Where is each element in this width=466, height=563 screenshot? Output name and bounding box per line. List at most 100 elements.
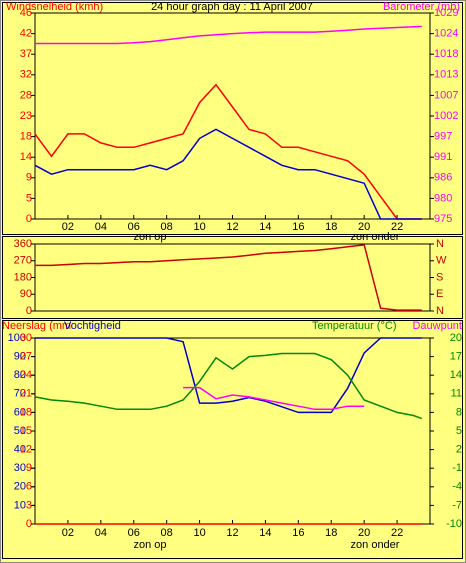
- y-tick-label: 42: [20, 28, 32, 40]
- x-tick-label: 10: [193, 221, 205, 233]
- y-tick-label: 9: [26, 172, 32, 184]
- y2-label: Dauwpunt: [412, 320, 462, 332]
- x-tick-label: 06: [128, 221, 140, 233]
- x-tick-label: 12: [226, 527, 238, 539]
- y2-tick-label: -1: [452, 462, 462, 474]
- y2-tick-label: 1002: [434, 110, 458, 122]
- y2-tick-label: 991: [434, 151, 452, 163]
- y2-tick-label: N: [436, 305, 444, 317]
- y-tick-label: 270: [14, 255, 32, 267]
- x-tick-label: 22: [391, 221, 403, 233]
- series-line: [35, 337, 422, 414]
- y-tick-label: 30: [14, 462, 26, 474]
- x-tick-label: 12: [226, 221, 238, 233]
- x-tick-label: 14: [259, 221, 271, 233]
- y2-tick-label: 1024: [434, 28, 458, 40]
- x-tick-label: 04: [95, 221, 107, 233]
- y3-tick-label: 27: [20, 351, 32, 363]
- series-line: [34, 83, 422, 220]
- y3-tick-label: 15: [20, 425, 32, 437]
- annotation: zon op: [133, 231, 166, 243]
- y-tick-label: 5: [26, 192, 32, 204]
- y3-tick-label: 21: [20, 388, 32, 400]
- y2-tick-label: 5: [456, 425, 462, 437]
- y3-tick-label: 18: [20, 406, 32, 418]
- y2-tick-label: -4: [452, 481, 462, 493]
- annotation: zon op: [133, 539, 166, 551]
- y3-tick-label: 12: [20, 444, 32, 456]
- y2-tick-label: 14: [450, 369, 462, 381]
- y-tick-label: 90: [20, 288, 32, 300]
- y3-label: Neerslag (mm: [2, 320, 71, 332]
- x-tick-label: 08: [161, 221, 173, 233]
- y2-tick-label: 8: [456, 406, 462, 418]
- y-tick-label: 10: [14, 499, 26, 511]
- y2-tick-label: 17: [450, 351, 462, 363]
- y-tick-label: 20: [14, 481, 26, 493]
- y2-tick-label: 1029: [434, 7, 458, 19]
- series-line: [183, 386, 365, 411]
- y-tick-label: 50: [14, 425, 26, 437]
- y2-tick-label: 2: [456, 444, 462, 456]
- chart-title: 24 hour graph day : 11 April 2007: [151, 1, 313, 13]
- annotation: zon onder: [351, 539, 400, 551]
- y2-tick-label: E: [436, 288, 443, 300]
- y2-tick-label: 1007: [434, 89, 458, 101]
- series-line: [35, 244, 422, 311]
- x-tick-label: 06: [128, 527, 140, 539]
- y-tick-label: 80: [14, 369, 26, 381]
- y3-tick-label: 3: [26, 499, 32, 511]
- series-line: [35, 25, 422, 45]
- x-tick-label: 04: [95, 527, 107, 539]
- panel-frame: [2, 236, 463, 319]
- y-tick-label: 60: [14, 406, 26, 418]
- y-tick-label: 32: [20, 69, 32, 81]
- y3-tick-label: 30: [20, 332, 32, 344]
- y-tick-label: 28: [20, 89, 32, 101]
- y-tick-label: 0: [26, 305, 32, 317]
- y-tick-label: 100: [8, 332, 26, 344]
- x-tick-label: 16: [292, 527, 304, 539]
- y-tick-label: 90: [14, 351, 26, 363]
- y3-tick-label: 6: [26, 481, 32, 493]
- series-line: [34, 352, 423, 420]
- x-tick-label: 02: [62, 527, 74, 539]
- y2-tick-label: 986: [434, 172, 452, 184]
- x-tick-label: 02: [62, 221, 74, 233]
- y2-tick-label: 1018: [434, 48, 458, 60]
- y-tick-label: 360: [14, 238, 32, 250]
- y-tick-label: 14: [20, 151, 32, 163]
- panel-frame: [2, 320, 463, 559]
- annotation: zon onder: [351, 231, 400, 243]
- y2-tick-label: W: [436, 255, 447, 267]
- y-tick-label: 40: [14, 444, 26, 456]
- series-line: [34, 128, 422, 220]
- y2-tick-label: 980: [434, 192, 452, 204]
- x-tick-label: 20: [358, 221, 370, 233]
- y2-tick-label: 975: [434, 213, 452, 225]
- y-tick-label: 23: [20, 110, 32, 122]
- y-label: Windsnelheid (kmh): [6, 1, 103, 13]
- y2-tick-label: 11: [451, 388, 462, 400]
- y2-label: Temperatuur (°C): [312, 320, 396, 332]
- y2-tick-label: -7: [452, 499, 462, 511]
- x-tick-label: 10: [193, 527, 205, 539]
- y2-tick-label: 997: [434, 131, 452, 143]
- y-tick-label: 0: [26, 213, 32, 225]
- y2-tick-label: 20: [450, 332, 462, 344]
- y2-tick-label: 1013: [434, 69, 458, 81]
- x-tick-label: 18: [325, 221, 337, 233]
- x-tick-label: 18: [325, 527, 337, 539]
- y3-tick-label: 24: [20, 369, 32, 381]
- y2-tick-label: S: [436, 271, 443, 283]
- panel-frame: [2, 2, 463, 235]
- x-tick-label: 20: [358, 527, 370, 539]
- y-tick-label: 180: [14, 271, 32, 283]
- x-tick-label: 16: [292, 221, 304, 233]
- y-tick-label: 18: [20, 131, 32, 143]
- y-tick-label: 46: [20, 7, 32, 19]
- y-tick-label: 70: [14, 388, 26, 400]
- x-tick-label: 08: [161, 527, 173, 539]
